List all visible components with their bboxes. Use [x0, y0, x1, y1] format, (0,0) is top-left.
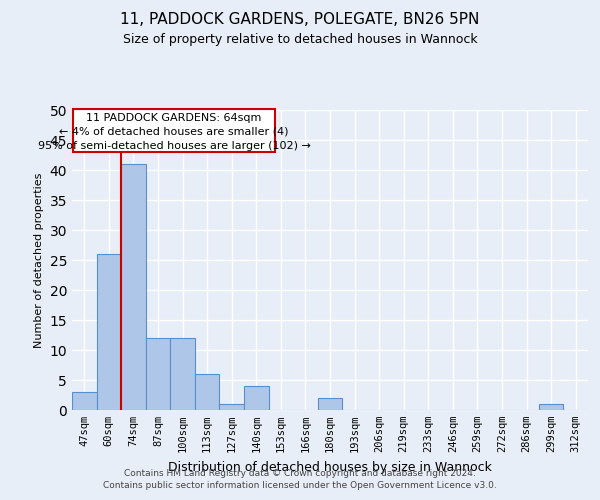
Text: ← 4% of detached houses are smaller (4): ← 4% of detached houses are smaller (4)	[59, 127, 289, 137]
X-axis label: Distribution of detached houses by size in Wannock: Distribution of detached houses by size …	[168, 460, 492, 473]
Bar	[195, 374, 220, 410]
Text: 11, PADDOCK GARDENS, POLEGATE, BN26 5PN: 11, PADDOCK GARDENS, POLEGATE, BN26 5PN	[121, 12, 479, 28]
Bar	[146, 338, 170, 410]
Bar	[72, 392, 97, 410]
Y-axis label: Number of detached properties: Number of detached properties	[34, 172, 44, 348]
Bar	[220, 404, 244, 410]
Bar	[170, 338, 195, 410]
Text: 95% of semi-detached houses are larger (102) →: 95% of semi-detached houses are larger (…	[38, 140, 310, 150]
Bar	[318, 398, 342, 410]
Text: Size of property relative to detached houses in Wannock: Size of property relative to detached ho…	[122, 32, 478, 46]
Bar	[121, 164, 146, 410]
Bar	[539, 404, 563, 410]
FancyBboxPatch shape	[73, 109, 275, 152]
Text: Contains HM Land Registry data © Crown copyright and database right 2024.
Contai: Contains HM Land Registry data © Crown c…	[103, 468, 497, 490]
Bar	[244, 386, 269, 410]
Bar	[97, 254, 121, 410]
Text: 11 PADDOCK GARDENS: 64sqm: 11 PADDOCK GARDENS: 64sqm	[86, 113, 262, 123]
